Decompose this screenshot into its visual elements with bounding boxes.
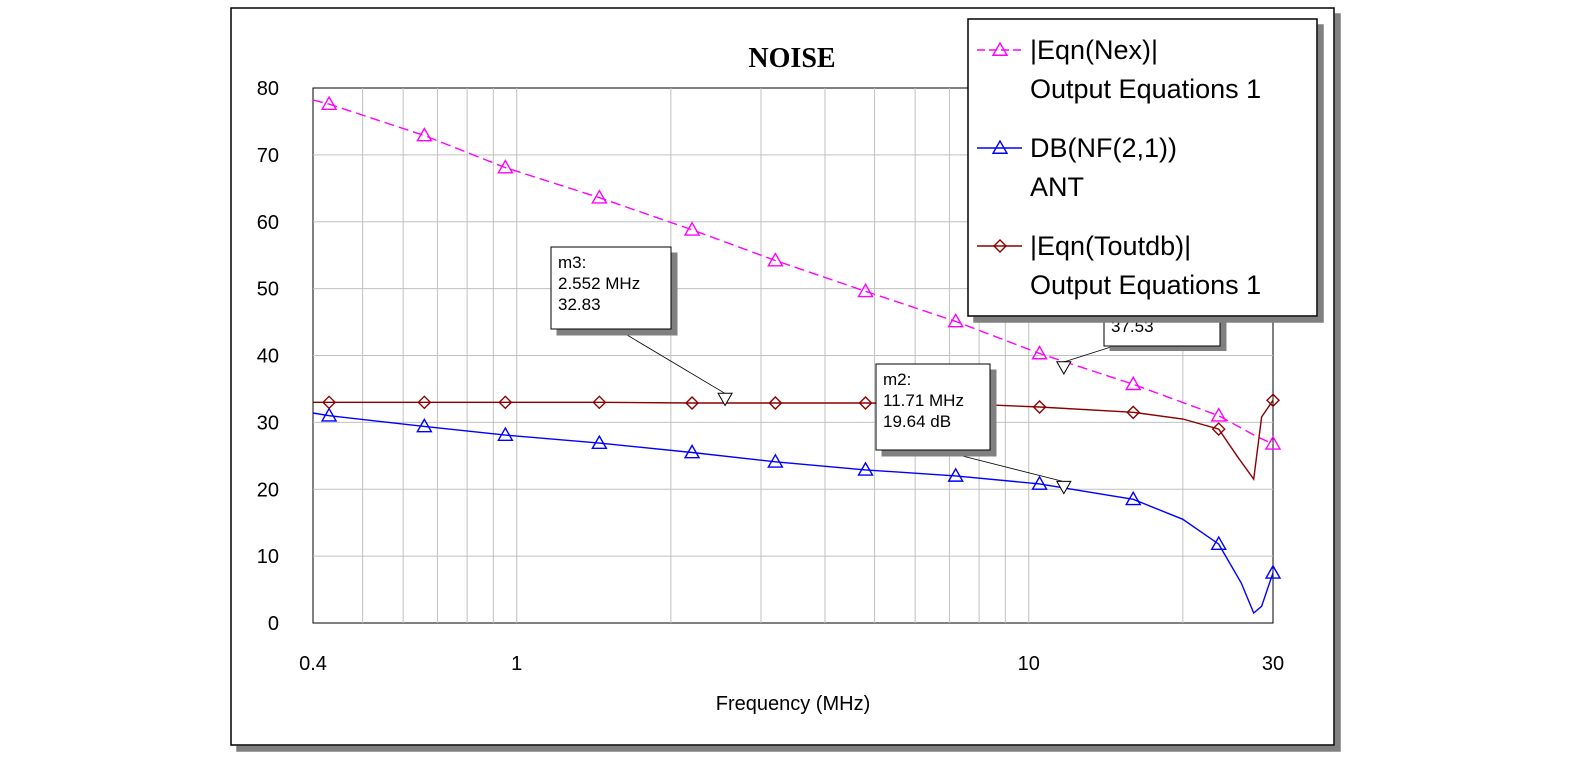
y-tick-label: 30 [257, 412, 279, 434]
data-point [498, 395, 513, 410]
legend-series-source: ANT [1030, 172, 1084, 202]
data-point [685, 395, 700, 410]
data-point [416, 417, 433, 433]
x-tick-label: 1 [511, 653, 522, 675]
data-point [591, 434, 608, 450]
legend-series-source: Output Equations 1 [1030, 270, 1261, 300]
marker-label: 11.71 MHz [883, 391, 964, 410]
chart-title: NOISE [748, 43, 835, 74]
data-point [683, 221, 701, 236]
x-axis-ticks: 0.4 1 10 30 [299, 653, 1284, 675]
y-tick-label: 80 [257, 78, 279, 100]
marker-leader-line [616, 328, 726, 394]
legend-symbol [991, 41, 1009, 56]
y-tick-label: 10 [257, 546, 279, 568]
data-point [767, 453, 784, 468]
data-point [857, 461, 874, 476]
data-point [1266, 393, 1280, 408]
data-point [1264, 435, 1282, 450]
data-point [1126, 405, 1141, 420]
data-point [416, 127, 433, 142]
data-point [858, 395, 873, 410]
data-point [1125, 375, 1142, 391]
marker-symbol [717, 392, 733, 407]
data-point [497, 159, 514, 174]
data-point [1210, 407, 1227, 422]
data-point [1264, 564, 1282, 579]
marker-label: 37.53 [1111, 317, 1154, 336]
legend-item: DB(NF(2,1)) ANT [977, 133, 1177, 202]
marker-leader-line [938, 449, 1064, 483]
legend-series-name: |Eqn(Toutdb)| [1030, 231, 1191, 261]
data-point [322, 395, 337, 410]
y-tick-label: 40 [257, 346, 279, 368]
marker-callout: m3: 2.552 MHz 32.83 [550, 246, 733, 407]
y-tick-label: 70 [257, 145, 279, 167]
x-tick-label: 10 [1018, 653, 1040, 675]
x-axis-label: Frequency (MHz) [716, 693, 870, 715]
legend-series-source: Output Equations 1 [1030, 74, 1261, 104]
marker-callout: m2: 11.71 MHz 19.64 dB [875, 363, 1072, 495]
legend: |Eqn(Nex)| Output Equations 1 DB(NF(2,1)) A… [967, 18, 1318, 317]
data-point [1032, 400, 1047, 414]
y-tick-label: 60 [257, 212, 279, 234]
legend-series-name: DB(NF(2,1)) [1030, 133, 1177, 163]
legend-symbol [991, 139, 1009, 154]
series-1 [312, 95, 1282, 450]
data-point [857, 282, 874, 298]
marker-leader-line [1063, 345, 1115, 363]
data-point [1031, 345, 1048, 360]
marker-symbol [1055, 361, 1072, 376]
data-point [683, 444, 701, 459]
marker-box [875, 363, 991, 451]
data-point [947, 312, 964, 328]
data-point [592, 395, 607, 410]
legend-symbol [993, 239, 1007, 253]
y-tick-label: 20 [257, 479, 279, 501]
legend-item: |Eqn(Toutdb)| Output Equations 1 [977, 231, 1261, 300]
marker-label: 32.83 [558, 295, 601, 314]
data-point [320, 95, 338, 111]
data-point [591, 189, 608, 204]
marker-label: 2.552 MHz [558, 274, 640, 293]
data-point [497, 426, 514, 442]
series-2 [312, 407, 1282, 615]
legend-series-name: |Eqn(Nex)| [1030, 35, 1158, 65]
y-tick-label: 50 [257, 279, 279, 301]
x-tick-label: 30 [1262, 653, 1284, 675]
data-point [1125, 490, 1142, 506]
legend-box [967, 18, 1318, 317]
marker-label: 19.64 dB [883, 412, 951, 431]
data-point [320, 407, 338, 422]
data-point [947, 467, 964, 482]
y-tick-label: 0 [268, 613, 279, 635]
y-axis-ticks: 0 10 20 30 40 50 60 70 80 [257, 78, 279, 635]
marker-box [550, 246, 672, 330]
data-point [1031, 475, 1048, 490]
legend-item: |Eqn(Nex)| Output Equations 1 [977, 35, 1261, 104]
marker-symbol [1055, 480, 1072, 495]
data-point [768, 395, 783, 410]
marker-label: m3: [558, 253, 586, 272]
data-point [767, 252, 784, 267]
x-tick-label: 0.4 [299, 653, 327, 675]
data-point [417, 395, 432, 410]
marker-label: m2: [883, 370, 911, 389]
data-point [1211, 422, 1226, 437]
data-point [1210, 535, 1227, 551]
series-layer [312, 95, 1282, 615]
series-line [312, 412, 1274, 615]
